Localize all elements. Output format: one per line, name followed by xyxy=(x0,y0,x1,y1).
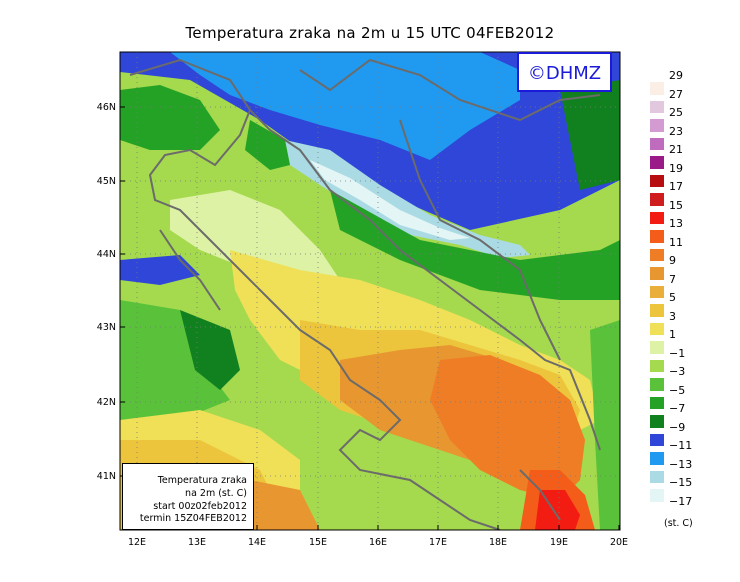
zone-9to11 xyxy=(430,355,585,500)
legend-level-label: −3 xyxy=(669,365,686,378)
zone-italy-west xyxy=(120,300,230,420)
temperature-field xyxy=(120,52,620,530)
legend-swatch xyxy=(650,156,664,169)
lon-label-15: 15E xyxy=(309,537,327,548)
zone-minus3-north xyxy=(245,120,290,170)
legend-swatch xyxy=(650,230,664,243)
legend-swatch xyxy=(650,322,664,336)
lon-label-18: 18E xyxy=(489,537,507,548)
lon-label-13: 13E xyxy=(188,537,206,548)
info-line-1: Temperatura zraka xyxy=(157,475,247,486)
legend-swatch xyxy=(650,285,664,299)
legend-swatch xyxy=(650,378,664,391)
zone-east-green xyxy=(560,80,620,190)
legend-swatch xyxy=(650,304,664,317)
legend-swatch xyxy=(650,248,664,262)
legend-swatch xyxy=(650,433,664,447)
lat-label-44: 44N xyxy=(97,249,116,260)
legend-unit: (st. C) xyxy=(664,518,693,529)
legend-level-label: 13 xyxy=(669,217,683,230)
info-box: Temperatura zraka na 2m (st. C) start 00… xyxy=(122,463,254,530)
zone-1to3 xyxy=(170,190,340,290)
zone-minus11 xyxy=(170,52,520,160)
legend-swatch xyxy=(650,470,664,484)
legend-swatch xyxy=(650,415,664,428)
legend-level-label: −13 xyxy=(669,457,693,471)
map-title: Temperatura zraka na 2m u 15 UTC 04FEB20… xyxy=(185,24,555,42)
coastlines xyxy=(129,58,601,530)
legend-level-label: −5 xyxy=(669,383,686,397)
lat-label-42: 42N xyxy=(97,397,116,408)
lon-label-16: 16E xyxy=(369,537,387,548)
lon-label-17: 17E xyxy=(429,537,447,548)
legend-level-label: 17 xyxy=(669,180,683,193)
zone-minus3-nw xyxy=(120,85,220,150)
lat-label-43: 43N xyxy=(97,322,116,333)
zone-minus9-west xyxy=(120,255,200,285)
legend-swatch xyxy=(650,452,664,465)
legend-level-label: 3 xyxy=(669,309,676,323)
legend-level-label: 15 xyxy=(669,198,683,212)
legend-level-label: 1 xyxy=(669,328,676,341)
zone-minus15 xyxy=(310,160,470,240)
legend-swatch xyxy=(650,119,664,132)
legend-level-label: 11 xyxy=(669,235,683,249)
legend-level-label: 21 xyxy=(669,143,683,156)
legend-swatch xyxy=(650,137,664,151)
legend-level-label: 19 xyxy=(669,161,683,175)
legend-level-label: −17 xyxy=(669,494,693,508)
legend-level-label: −1 xyxy=(669,346,686,360)
legend-swatch xyxy=(650,359,664,373)
legend-level-label: 23 xyxy=(669,124,683,138)
info-line-2: na 2m (st. C) xyxy=(185,487,247,499)
lon-label-12: 12E xyxy=(128,537,146,548)
legend-swatch xyxy=(650,489,664,502)
legend-level-label: −7 xyxy=(669,402,686,415)
legend-swatch xyxy=(650,211,664,225)
info-line-3: start 00z02feb2012 xyxy=(153,500,247,512)
legend-level-label: 25 xyxy=(669,106,683,119)
info-line-4: termin 15Z04FEB2012 xyxy=(139,513,247,525)
zone-minus3-belt xyxy=(330,190,620,300)
legend-level-label: −15 xyxy=(669,476,693,489)
legend-swatch xyxy=(650,193,664,206)
legend-swatch xyxy=(650,267,664,280)
graticule xyxy=(120,52,620,530)
zone-south-orange xyxy=(240,480,320,530)
legend-level-label: 29 xyxy=(669,69,683,82)
legend-level-label: 27 xyxy=(669,87,683,101)
legend-level-label: −9 xyxy=(669,420,686,434)
legend-swatch xyxy=(650,396,664,410)
lat-label-41: 41N xyxy=(97,471,116,482)
legend-swatch xyxy=(650,82,664,95)
lon-label-19: 19E xyxy=(550,537,568,548)
map-frame xyxy=(119,51,621,531)
lon-label-14: 14E xyxy=(248,537,266,548)
legend-level-label: 7 xyxy=(669,272,676,286)
legend-swatch xyxy=(650,174,664,188)
legend-level-label: 5 xyxy=(669,291,676,304)
copyright-badge: ©DHMZ xyxy=(517,52,612,92)
zone-apennines xyxy=(180,310,240,390)
legend-level-label: 9 xyxy=(669,254,676,267)
lat-label-46: 46N xyxy=(97,102,116,113)
lon-label-20: 20E xyxy=(610,537,628,548)
lat-label-45: 45N xyxy=(97,176,116,187)
zone-minus13 xyxy=(285,140,530,258)
legend-swatch xyxy=(650,341,664,354)
legend-swatch xyxy=(650,100,664,114)
zone-east-green-south xyxy=(590,320,620,530)
legend-level-label: −11 xyxy=(669,439,693,452)
